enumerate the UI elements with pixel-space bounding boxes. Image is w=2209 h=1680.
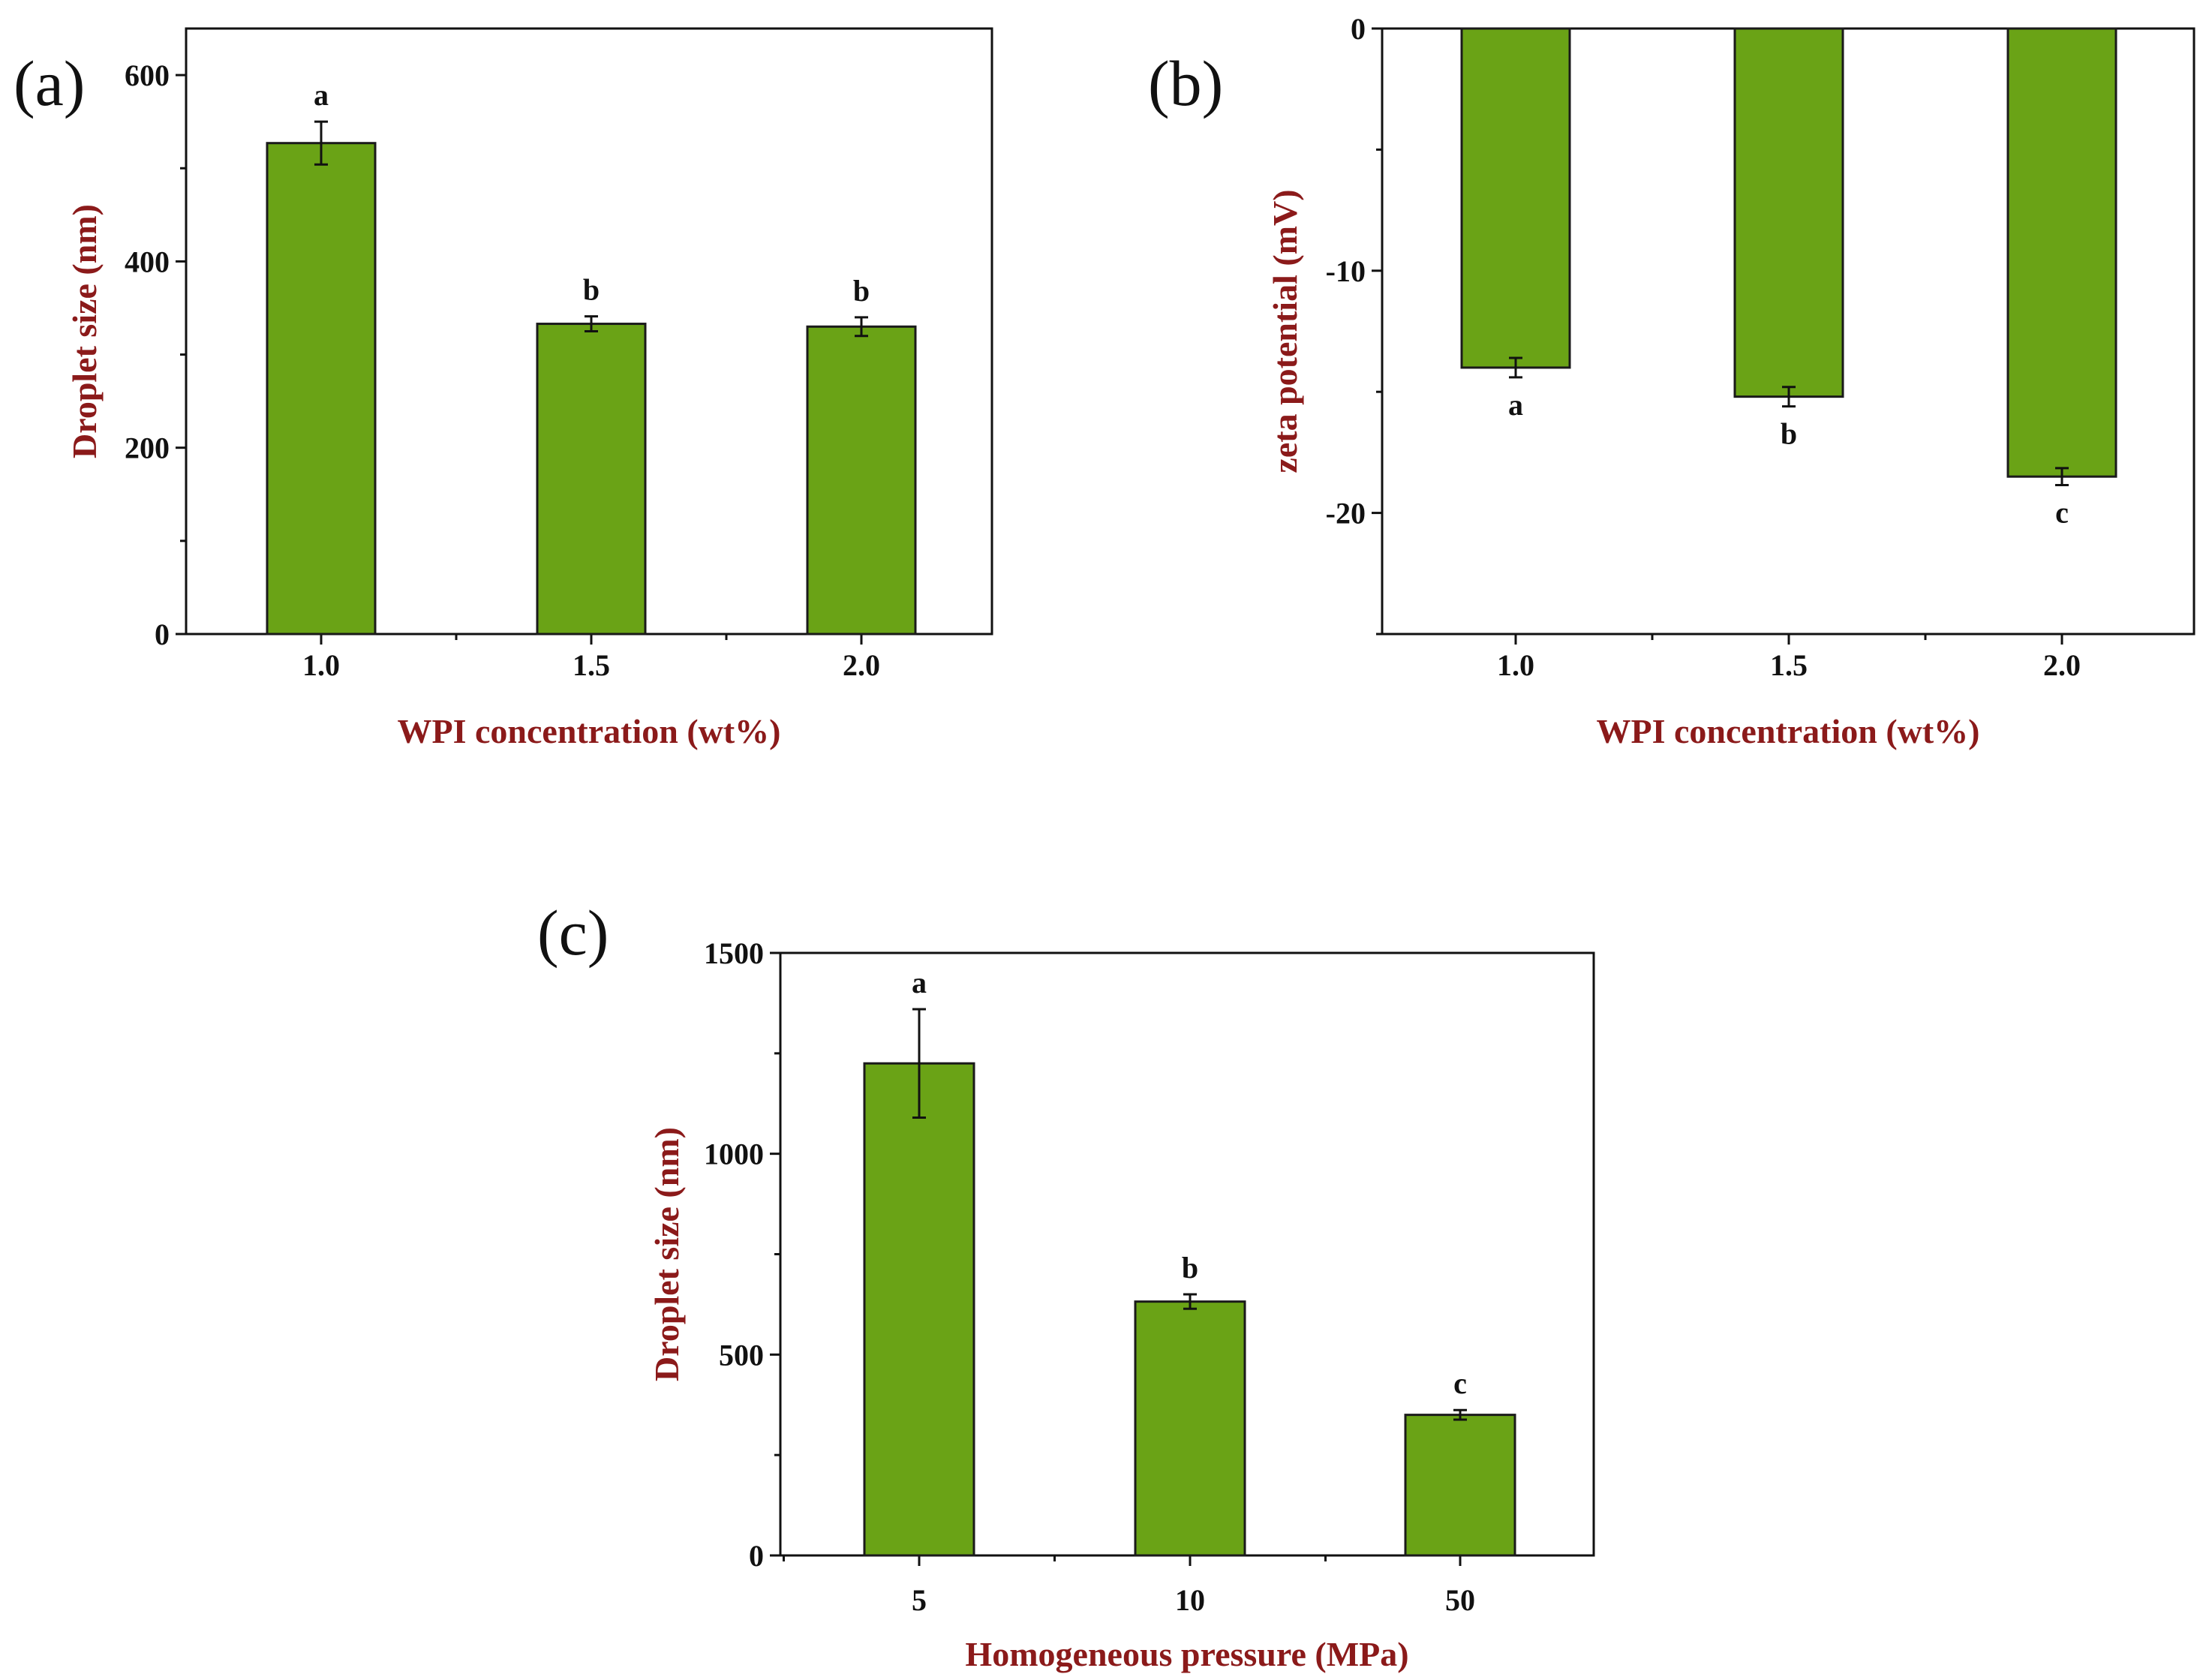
significance-label: a <box>912 966 927 999</box>
x-tick-label: 1.5 <box>1770 648 1808 682</box>
bar <box>2006 27 2117 478</box>
x-tick-label: 50 <box>1445 1583 1475 1617</box>
x-tick-label: 1.0 <box>1497 648 1534 682</box>
chart-panel-a: (a) 0 200 400 600 1.0 1.5 2.0 a b b WPI concentrati… <box>14 27 993 750</box>
significance-label: b <box>853 274 870 308</box>
bar <box>266 142 377 636</box>
significance-label: b <box>1182 1251 1198 1285</box>
significance-label: a <box>1508 388 1523 422</box>
y-tick-label: 0 <box>749 1539 764 1573</box>
bar <box>1404 1414 1516 1557</box>
x-tick-label: 2.0 <box>843 648 880 682</box>
chart-panel-c: (c) 0 500 1000 1500 5 10 50 a b c Homogeneous press… <box>537 897 1595 1673</box>
y-tick-label: 400 <box>125 245 170 278</box>
y-axis-title: Droplet size (nm) <box>65 204 104 458</box>
y-tick-label: 1000 <box>704 1138 764 1171</box>
y-tick-label: -20 <box>1326 497 1366 530</box>
y-tick-label: 200 <box>125 431 170 465</box>
significance-label: c <box>2055 495 2069 529</box>
y-axis-title: zeta potential (mV) <box>1266 189 1304 473</box>
bar <box>806 325 917 636</box>
significance-label: a <box>314 78 329 112</box>
x-tick-label: 1.5 <box>573 648 610 682</box>
y-tick-label: 500 <box>719 1338 764 1372</box>
x-axis-title: WPI concentration (wt%) <box>1596 712 1979 750</box>
y-tick-label: -10 <box>1326 254 1366 288</box>
y-tick-label: 0 <box>155 618 170 651</box>
y-tick-label: 600 <box>125 59 170 92</box>
panel-label: (a) <box>14 47 85 119</box>
bar <box>1460 27 1571 369</box>
bar <box>863 1062 975 1557</box>
panel-label: (c) <box>537 897 609 969</box>
panel-label: (b) <box>1148 47 1223 119</box>
x-tick-label: 2.0 <box>2043 648 2081 682</box>
x-tick-label: 5 <box>912 1583 927 1617</box>
bar <box>536 323 647 636</box>
significance-label: c <box>1453 1366 1467 1400</box>
y-axis-title: Droplet size (nm) <box>648 1127 686 1381</box>
significance-label: b <box>583 273 600 307</box>
chart-panel-b: (b) 0 -10 -20 1.0 1.5 2.0 a b c WPI concentration … <box>1148 12 2195 750</box>
bar <box>1134 1300 1246 1557</box>
x-axis-title: WPI concentration (wt%) <box>397 712 780 750</box>
y-tick-label: 0 <box>1351 12 1366 46</box>
x-tick-label: 10 <box>1175 1583 1205 1617</box>
y-tick-label: 1500 <box>704 936 764 970</box>
x-tick-label: 1.0 <box>302 648 340 682</box>
bar <box>1733 27 1844 398</box>
significance-label: b <box>1781 417 1797 451</box>
x-axis-title: Homogeneous pressure (MPa) <box>965 1635 1408 1673</box>
